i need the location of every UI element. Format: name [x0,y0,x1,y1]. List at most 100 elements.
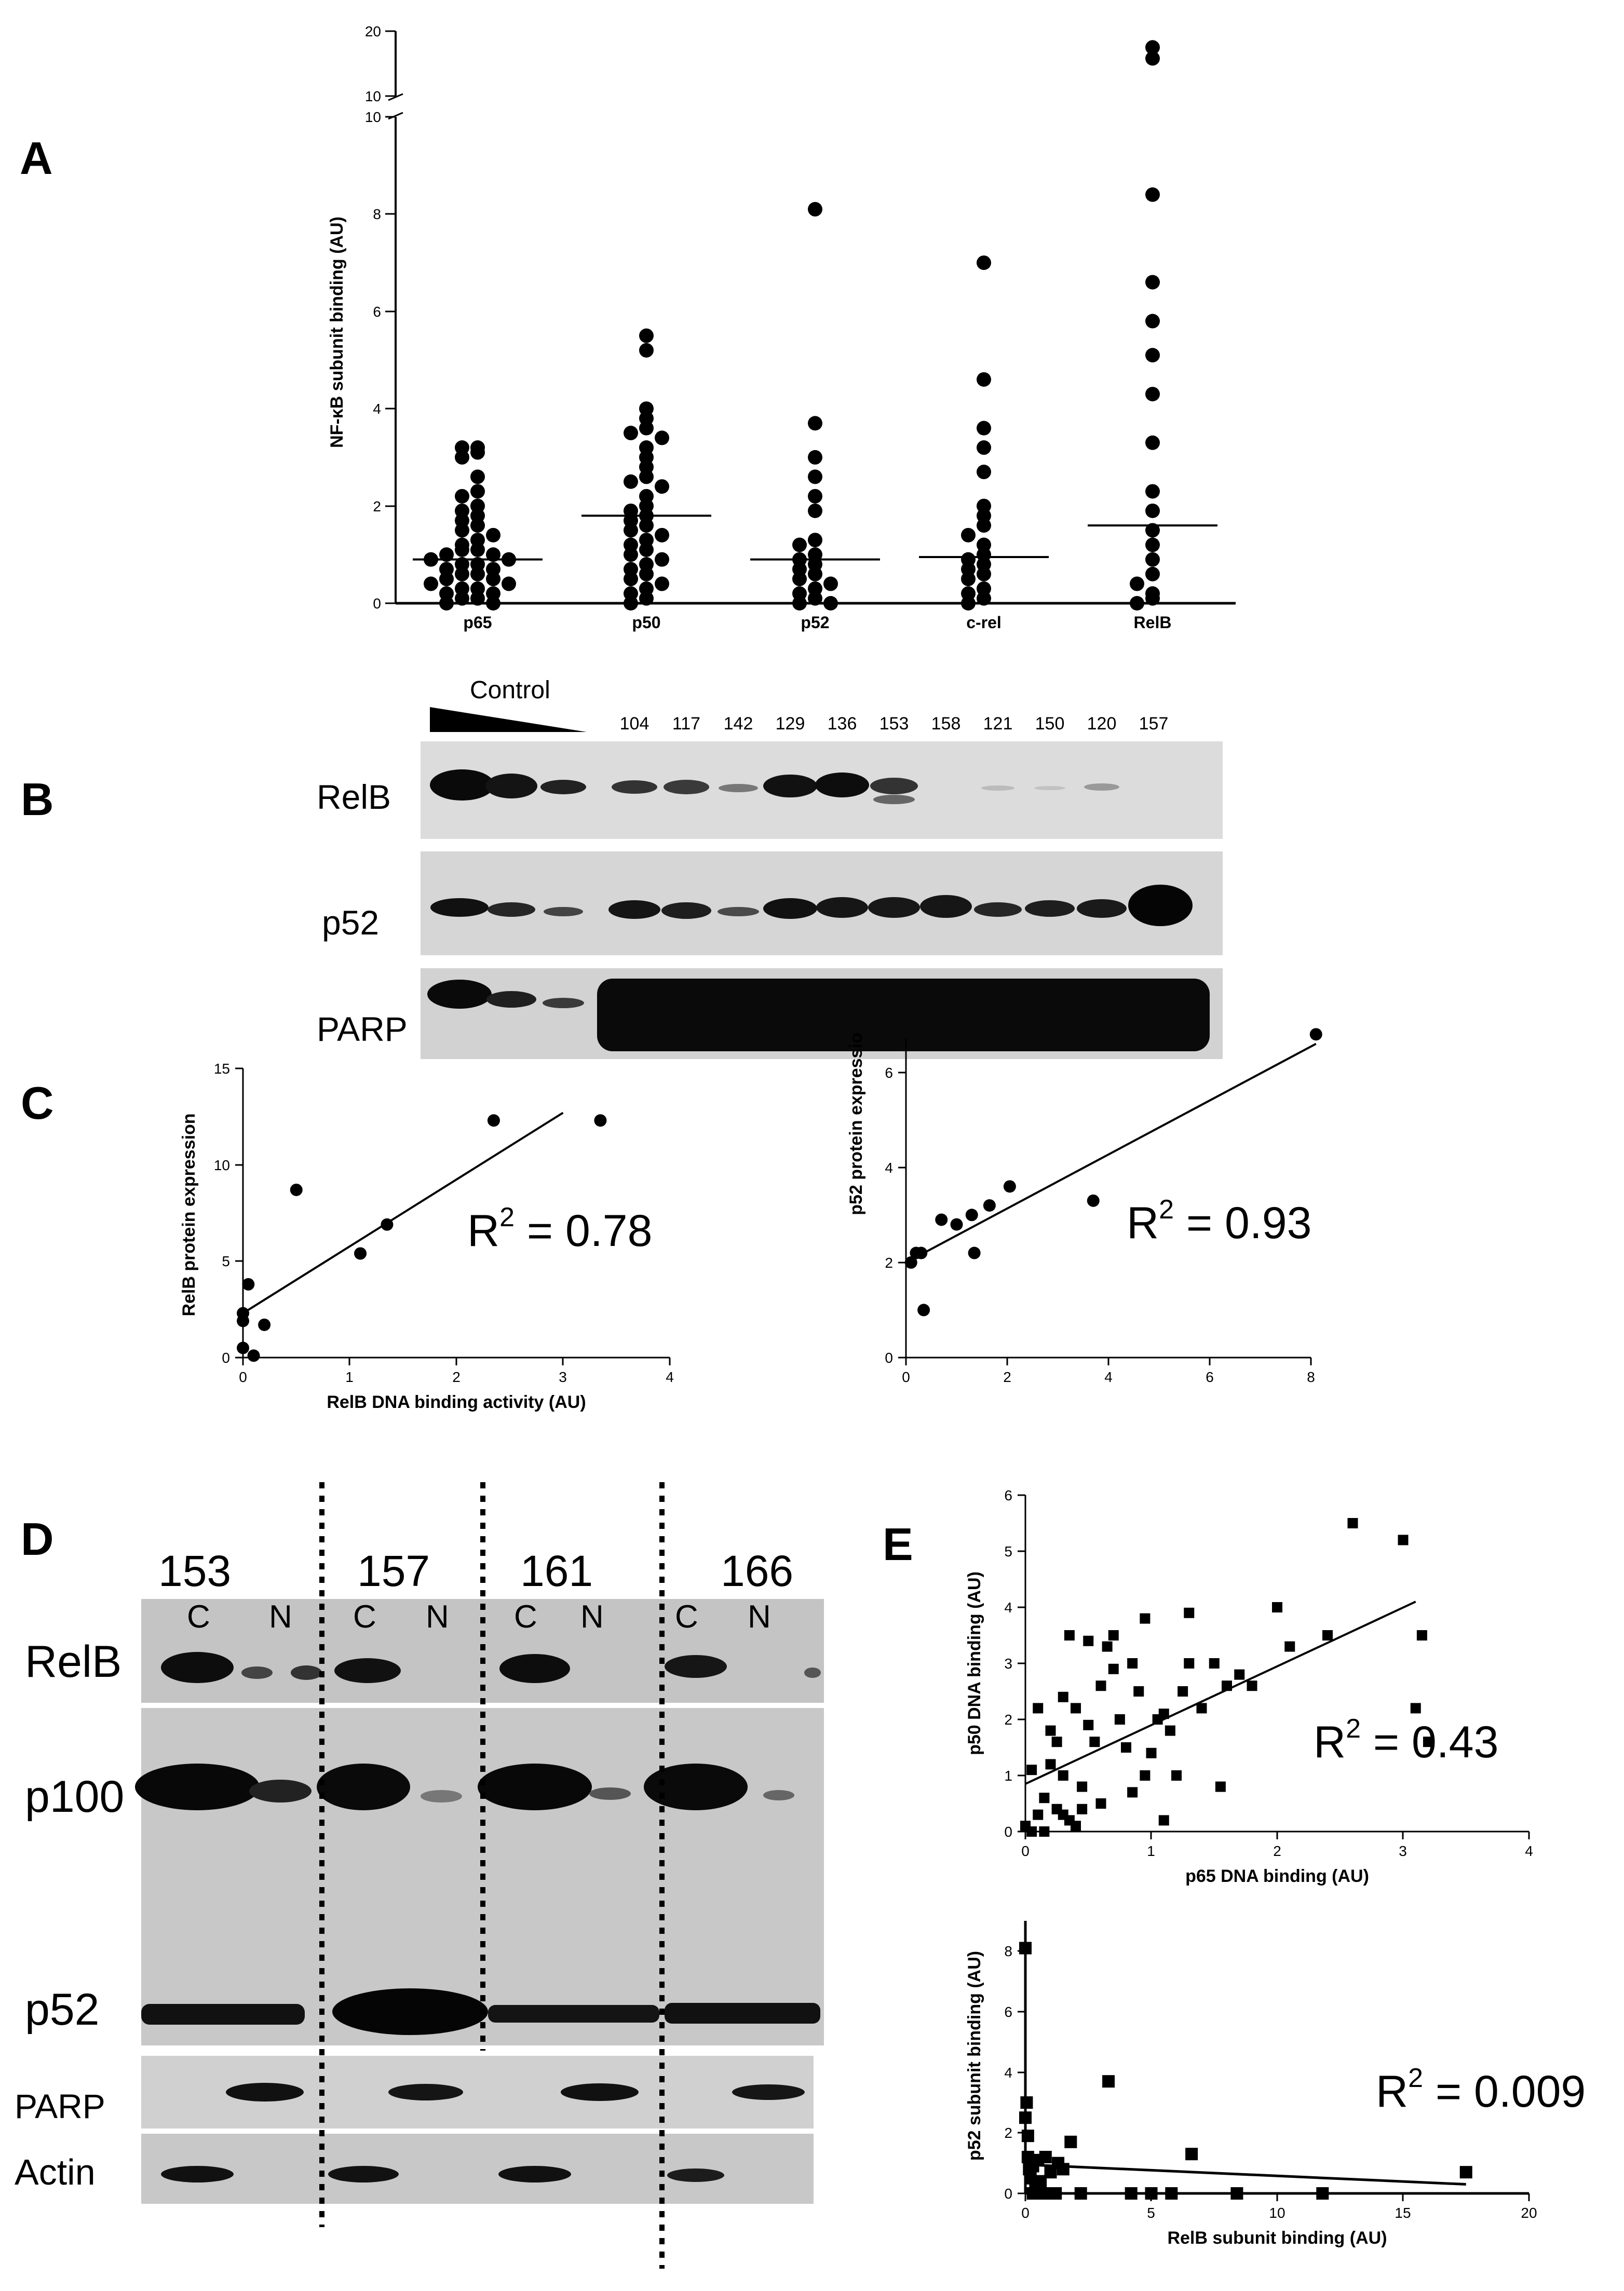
panel-a-point [439,596,454,611]
panel-a-point [1145,40,1160,55]
panel-c-left-y-axis-label: RelB protein expression [179,1113,199,1316]
lane-label: 121 [983,714,1013,734]
panel-a-lower-tick: 8 [373,206,381,222]
panel-a-point [639,518,654,533]
panel-c-right-y-tick: 4 [885,1160,893,1176]
scatter-point [1215,1781,1226,1792]
scatter-point [1021,2130,1034,2143]
scatter-point [1171,1770,1182,1781]
panel-a-point [977,518,991,533]
lane-label: 157 [1139,714,1169,734]
panel-e-top-x-tick: 3 [1399,1843,1407,1859]
lane-label: 129 [776,714,805,734]
panel-a-point [977,255,991,270]
panel-e-bottom-y-tick: 2 [1004,2125,1012,2141]
scatter-point [1058,1691,1068,1702]
panel-e-top-y-tick: 4 [1004,1599,1012,1616]
panel-a-point [1130,596,1144,611]
panel-a-point [1145,387,1160,402]
panel-a-point [455,450,469,465]
panel-e-top-x-tick: 2 [1273,1843,1281,1859]
scatter-point [1178,1686,1188,1697]
blot-b-row-label: PARP [317,1010,408,1048]
blot-d-actin-bands [161,2166,724,2182]
panel-a-point [808,202,822,217]
panel-e-bottom-y-tick: 0 [1004,2186,1012,2202]
scatter-point [1140,1613,1151,1624]
scatter-point [1074,2187,1087,2200]
panel-a-point [639,469,654,484]
panel-a-point [961,596,976,611]
blot-d-row-label: PARP [15,2087,105,2125]
panel-a-point [655,576,669,591]
lane-label: 142 [724,714,753,734]
panel-a-point [1145,591,1160,606]
panel-a-point [1145,348,1160,363]
panel-c-right-plot [904,1028,1322,1317]
panel-e-bottom-y-tick: 4 [1004,2065,1012,2081]
panel-e-top-ticks: 0 1 2 3 4 0 1 2 3 4 5 6 [1004,1487,1533,1859]
scatter-point [1398,1535,1409,1546]
scatter-point [1322,1630,1333,1641]
panel-c-left-x-tick: 4 [666,1369,674,1385]
panel-e-top-chart: 0 1 2 3 4 0 1 2 3 4 5 6 p50 DNA binding … [965,1487,1533,1886]
scatter-point [1019,1942,1032,1955]
scatter-point [1459,2166,1472,2179]
scatter-point [1039,1793,1050,1804]
panel-a-point [639,542,654,557]
panel-a-point [808,489,822,504]
panel-label-d: D [21,1513,54,1565]
scatter-point [487,1114,500,1127]
panel-a-point [470,542,485,557]
panel-a-point [792,572,807,587]
panel-c-left-y-tick: 0 [222,1350,230,1366]
scatter-point [594,1114,607,1127]
n-lane-label: N [426,1599,449,1635]
panel-e-top-plot [1020,1518,1433,1837]
panel-a-break-mark-bottom [388,112,403,120]
panel-b-blot: Control 104 117 142 129 136 153 158 121 … [317,676,1223,1059]
panel-a-point [977,372,991,387]
panel-a-point [439,572,454,587]
lane-label: 158 [931,714,961,734]
panel-a-category-label: p65 [463,613,492,632]
scatter-point [1041,2187,1054,2200]
scatter-point [1230,2187,1243,2200]
panel-a-point [486,547,500,562]
panel-a-point [655,430,669,445]
panel-e-bottom-x-tick: 10 [1269,2205,1285,2221]
scatter-point [950,1218,963,1231]
lane-label: 153 [879,714,909,734]
scatter-point [1045,1725,1056,1736]
blot-b-relb-bands [430,769,1119,804]
panel-a-point [624,572,638,587]
scatter-point [1102,1641,1113,1652]
scatter-point [1003,1180,1016,1193]
scatter-point [258,1318,271,1331]
panel-c-left-y-tick: 5 [222,1253,230,1269]
panel-a-lower-tick: 10 [365,109,381,125]
scatter-point [1033,1809,1044,1820]
scatter-point [1026,1826,1037,1837]
panel-c-right-ticks: 0 2 4 6 8 0 2 4 6 [885,1065,1315,1385]
panel-label-c: C [21,1077,54,1129]
scatter-point [1077,1781,1088,1792]
panel-e-bottom-x-tick: 5 [1147,2205,1155,2221]
scatter-point [983,1199,996,1212]
scatter-point [1064,1630,1075,1641]
panel-b-lane-labels: 104 117 142 129 136 153 158 121 150 120 … [620,714,1169,734]
panel-e-bottom-x-tick: 20 [1521,2205,1537,2221]
panel-c-left-x-tick: 3 [559,1369,567,1385]
scatter-point [1019,2111,1032,2124]
panel-c-right-x-tick: 4 [1104,1369,1113,1385]
panel-a-point [455,489,469,504]
panel-e-top-y-tick: 0 [1004,1824,1012,1840]
scatter-point [935,1213,948,1226]
panel-e-top-r-squared: R2 = 0.43 [1314,1714,1498,1767]
scatter-point [1158,1815,1169,1826]
panel-a-point [1145,523,1160,538]
scatter-point [237,1341,249,1354]
scatter-point [1121,1742,1131,1753]
scatter-point [1284,1641,1295,1652]
